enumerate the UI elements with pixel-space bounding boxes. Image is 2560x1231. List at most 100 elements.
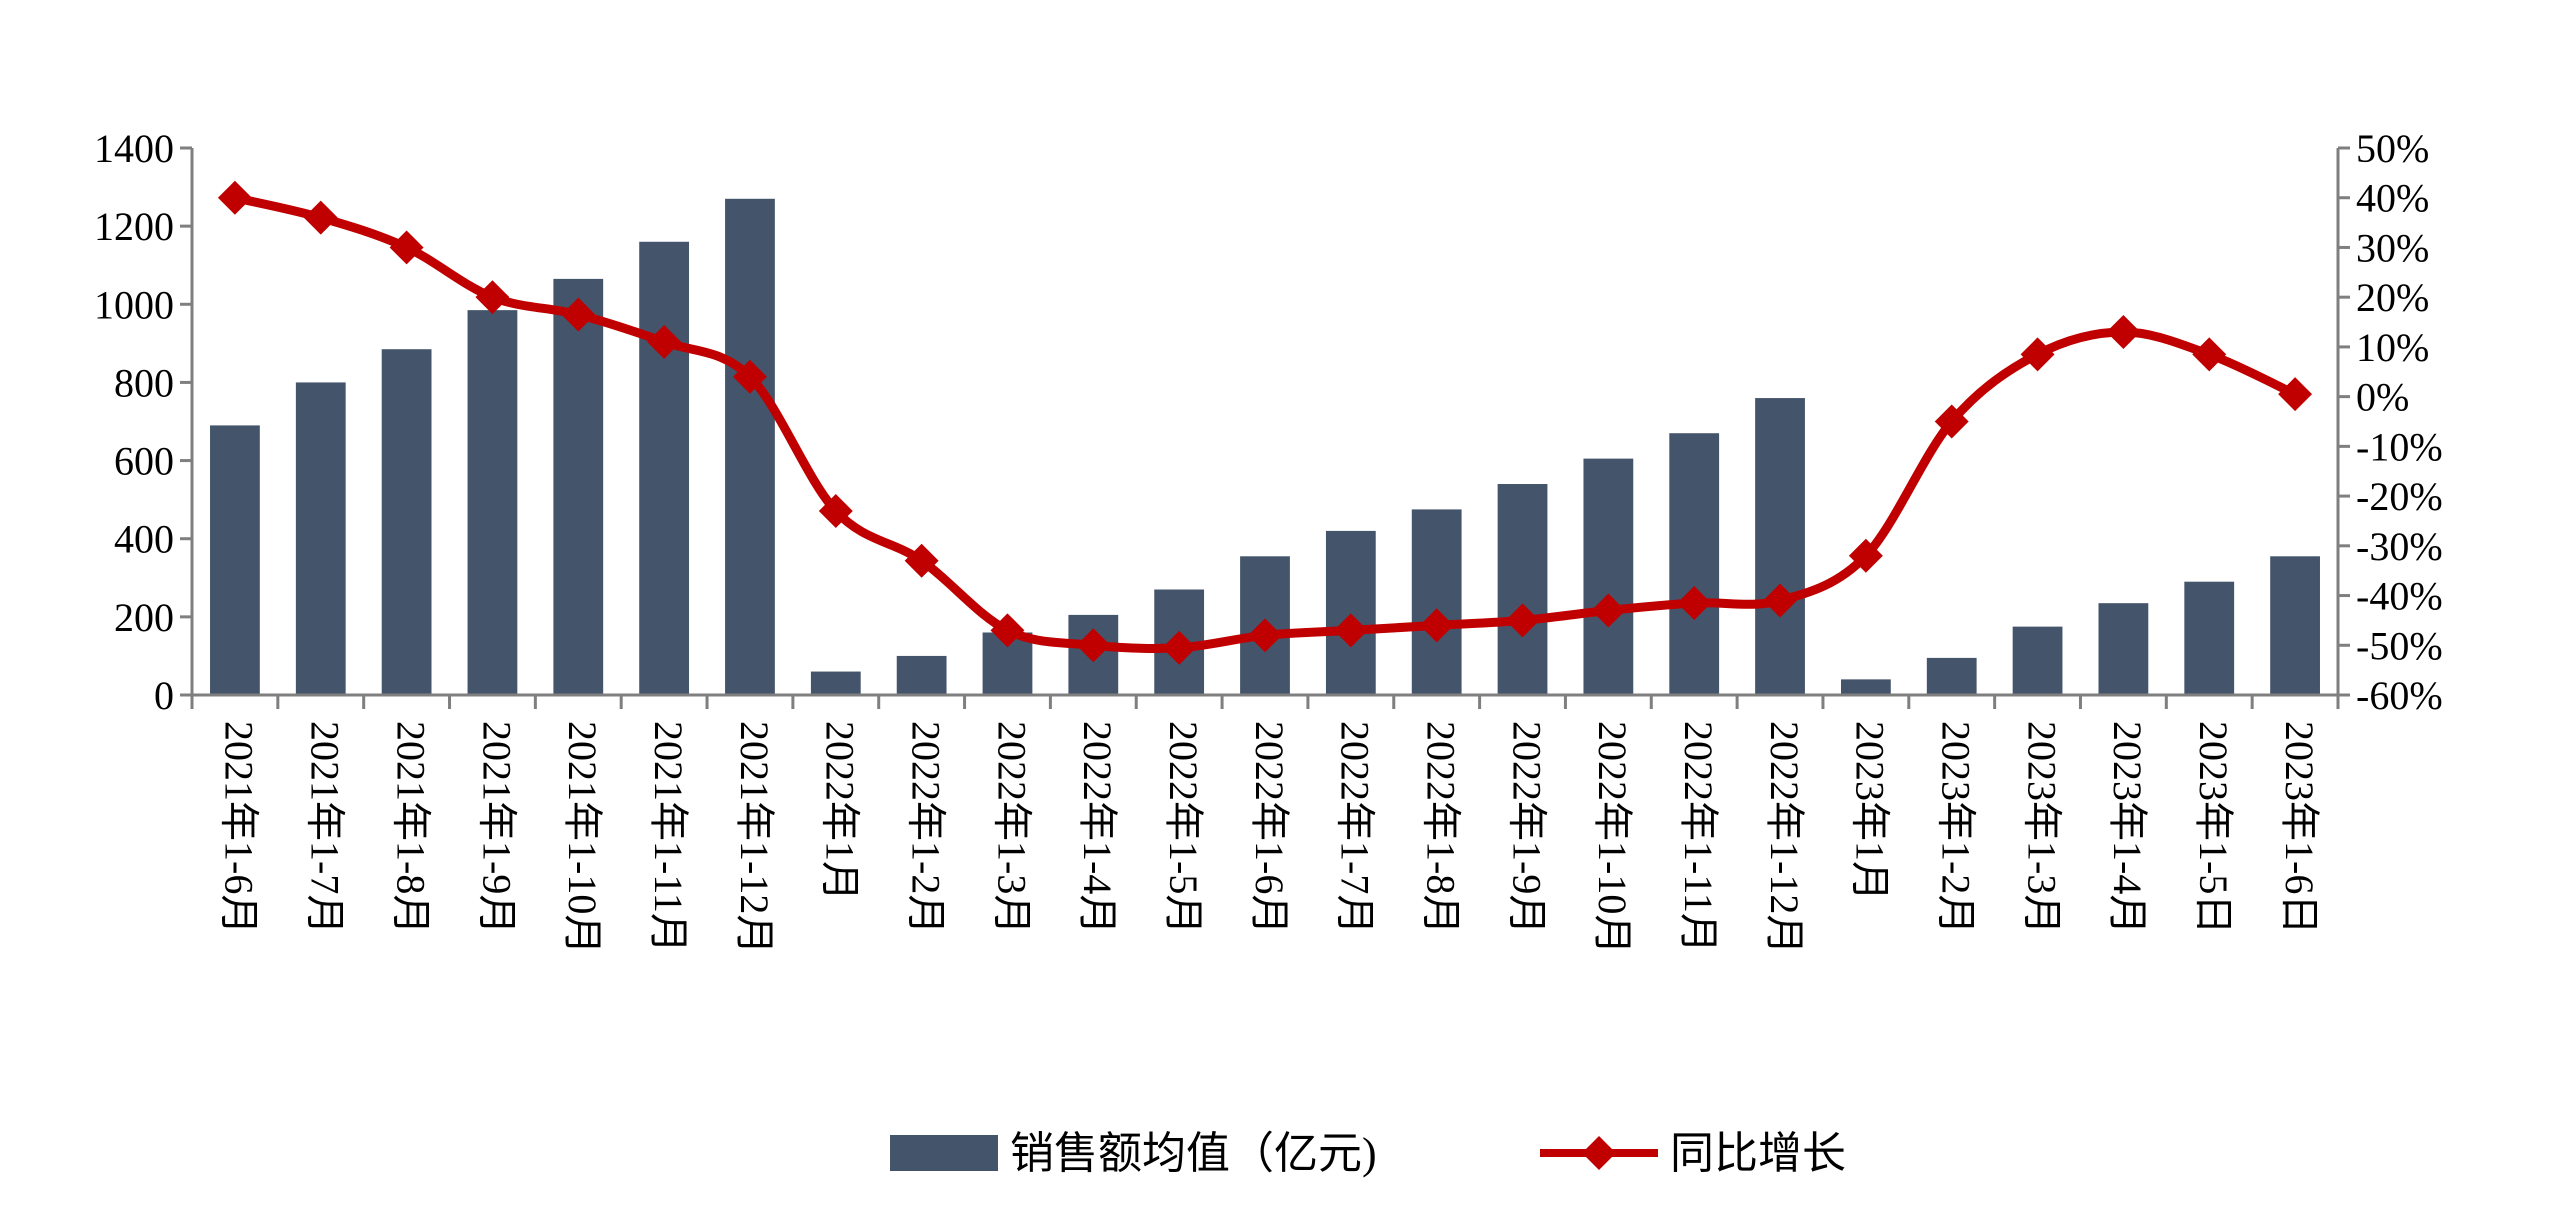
line-point <box>1591 593 1626 628</box>
bar <box>381 349 432 695</box>
left-tick-label: 0 <box>154 673 174 718</box>
right-tick-label: -10% <box>2356 424 2443 469</box>
category-label: 2023年1-6日 <box>2277 721 2322 934</box>
category-label: 2022年1-12月 <box>1762 721 1807 954</box>
line-point <box>1076 628 1111 663</box>
line-point <box>217 180 252 215</box>
bar <box>810 671 861 695</box>
left-tick-label: 200 <box>114 595 174 640</box>
category-labels: 2021年1-6月 2021年1-7月 2021年1-8月 2021年1-9月 2021… <box>217 721 2322 954</box>
left-tick-label: 800 <box>114 360 174 405</box>
right-tick-label: -60% <box>2356 673 2443 718</box>
line-point <box>303 200 338 235</box>
line-point <box>1333 613 1368 648</box>
category-label: 2021年1-8月 <box>388 721 433 934</box>
line-point <box>2278 377 2313 412</box>
line-point <box>1248 618 1282 653</box>
category-label: 2022年1-9月 <box>1504 721 1549 934</box>
category-label: 2022年1-4月 <box>1075 721 1120 934</box>
right-tick-label: 0% <box>2356 375 2409 420</box>
line-point <box>732 359 767 394</box>
bar <box>725 198 775 696</box>
category-label: 2021年1-9月 <box>474 721 519 934</box>
line-point <box>1848 538 1883 573</box>
bar <box>2012 626 2063 695</box>
right-tick-label: -40% <box>2356 574 2443 619</box>
bar <box>295 382 346 695</box>
right-y-axis: -60% -50%-40% -30% -20% -10%0% 10% 20% 30%40% 50… <box>2336 126 2443 718</box>
bar <box>2184 581 2235 695</box>
left-tick-label: 1000 <box>94 282 174 327</box>
category-label: 2022年1月 <box>818 721 863 901</box>
category-label: 2021年1-11月 <box>646 721 691 953</box>
line-point <box>1162 630 1197 665</box>
legend-label-bar: 销售额均值（亿元) <box>1010 1129 1377 1178</box>
category-label: 2021年1-7月 <box>303 721 348 934</box>
bar <box>1926 657 1977 695</box>
bar <box>553 278 604 695</box>
left-y-axis: 0 200 400 600 800 1000 1200 1400 <box>94 126 194 718</box>
category-label: 2023年1-3月 <box>2019 721 2064 934</box>
bar <box>2098 603 2149 695</box>
line-point <box>1677 586 1712 620</box>
category-label: 2021年1-12月 <box>732 721 777 954</box>
category-label: 2021年1-6月 <box>217 721 262 934</box>
right-tick-label: -20% <box>2356 474 2443 519</box>
category-label: 2022年1-5月 <box>1161 721 1206 934</box>
category-label: 2022年1-11月 <box>1676 721 1721 953</box>
bar <box>1669 433 1720 695</box>
category-label: 2023年1月 <box>1848 721 1893 901</box>
category-label: 2023年1-4月 <box>2105 721 2150 934</box>
category-label: 2022年1-7月 <box>1333 721 1378 934</box>
bar <box>1840 679 1891 695</box>
line-point <box>2106 315 2141 349</box>
line-point <box>1505 603 1540 638</box>
bar <box>467 310 518 695</box>
line-point <box>1419 608 1454 643</box>
legend-swatch-bar <box>890 1135 998 1171</box>
line-point <box>475 280 510 315</box>
legend-diamond-marker <box>1582 1136 1616 1170</box>
category-label: 2022年1-6月 <box>1247 721 1292 934</box>
right-tick-label: 50% <box>2356 126 2429 171</box>
bar <box>1497 484 1548 695</box>
category-label: 2022年1-10月 <box>1590 721 1635 954</box>
line-point <box>1934 404 1969 439</box>
left-tick-label: 1200 <box>94 204 174 249</box>
line-point <box>647 324 682 359</box>
x-axis <box>190 693 2340 709</box>
line-point <box>561 297 596 332</box>
right-tick-label: -50% <box>2356 623 2443 668</box>
bar <box>896 655 947 695</box>
bar <box>639 241 690 695</box>
bar <box>2270 556 2320 695</box>
line-point <box>2020 337 2055 372</box>
right-tick-label: 20% <box>2356 275 2429 320</box>
bar <box>210 425 260 695</box>
legend: 销售额均值（亿元) 同比增长 <box>890 1129 1846 1178</box>
left-tick-label: 1400 <box>94 126 174 171</box>
left-tick-label: 600 <box>114 439 174 484</box>
category-label: 2022年1-3月 <box>989 721 1034 934</box>
line-point <box>818 494 853 528</box>
category-label: 2021年1-10月 <box>560 721 605 954</box>
bar-series <box>210 198 2320 696</box>
right-tick-label: 30% <box>2356 225 2429 270</box>
category-label: 2022年1-2月 <box>903 721 948 934</box>
line-point <box>1763 583 1798 618</box>
line-point <box>990 613 1025 648</box>
line-point <box>2192 337 2227 372</box>
line-point <box>389 230 424 265</box>
category-label: 2023年1-2月 <box>1934 721 1979 934</box>
right-tick-label: -30% <box>2356 524 2443 569</box>
left-tick-label: 400 <box>114 517 174 562</box>
bar <box>1325 530 1376 695</box>
legend-label-line: 同比增长 <box>1670 1129 1846 1178</box>
bar <box>1411 509 1462 695</box>
category-label: 2023年1-5日 <box>2191 721 2236 934</box>
category-label: 2022年1-8月 <box>1418 721 1463 934</box>
line-point <box>904 543 939 578</box>
right-tick-label: 10% <box>2356 325 2429 370</box>
bar <box>1583 458 1634 695</box>
